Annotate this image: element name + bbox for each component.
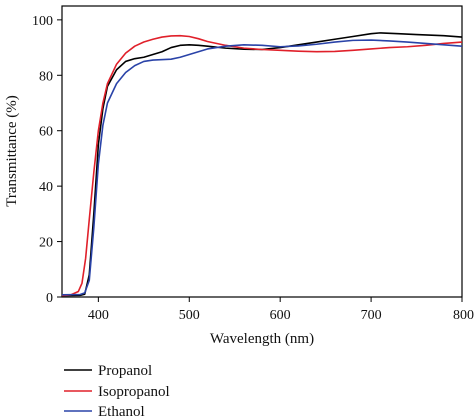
legend-label-isopropanol: Isopropanol bbox=[98, 384, 170, 400]
x-tick-label: 700 bbox=[361, 308, 382, 323]
y-tick-label: 80 bbox=[39, 69, 53, 84]
x-axis-label: Wavelength (nm) bbox=[210, 331, 314, 347]
series-layer bbox=[61, 32, 463, 297]
legend-label-propanol: Propanol bbox=[98, 363, 152, 379]
x-axis-ticks: 400 500 600 700 800 bbox=[88, 297, 474, 323]
x-tick-label: 600 bbox=[270, 308, 291, 323]
series-line-isopropanol bbox=[61, 34, 463, 297]
y-tick-label: 100 bbox=[32, 14, 53, 29]
y-tick-label: 0 bbox=[46, 291, 53, 306]
y-axis-ticks: 0 20 40 60 80 100 bbox=[32, 14, 62, 306]
legend: Propanol Isopropanol Ethanol bbox=[64, 363, 170, 420]
legend-item-ethanol: Ethanol bbox=[64, 404, 145, 420]
plot-frame bbox=[61, 5, 463, 298]
series-line-ethanol bbox=[61, 39, 463, 296]
y-axis-label: Transmittance (%) bbox=[4, 95, 20, 207]
x-tick-label: 500 bbox=[179, 308, 200, 323]
series-line-propanol bbox=[61, 32, 463, 297]
x-tick-label: 400 bbox=[88, 308, 109, 323]
legend-item-isopropanol: Isopropanol bbox=[64, 384, 170, 400]
y-tick-label: 40 bbox=[39, 180, 53, 195]
legend-label-ethanol: Ethanol bbox=[98, 404, 145, 420]
plot-area: 400 500 600 700 800 0 20 40 60 80 100 bbox=[32, 5, 474, 323]
y-tick-label: 20 bbox=[39, 236, 53, 251]
x-tick-label: 800 bbox=[453, 308, 474, 323]
legend-item-propanol: Propanol bbox=[64, 363, 152, 379]
y-tick-label: 60 bbox=[39, 125, 53, 140]
